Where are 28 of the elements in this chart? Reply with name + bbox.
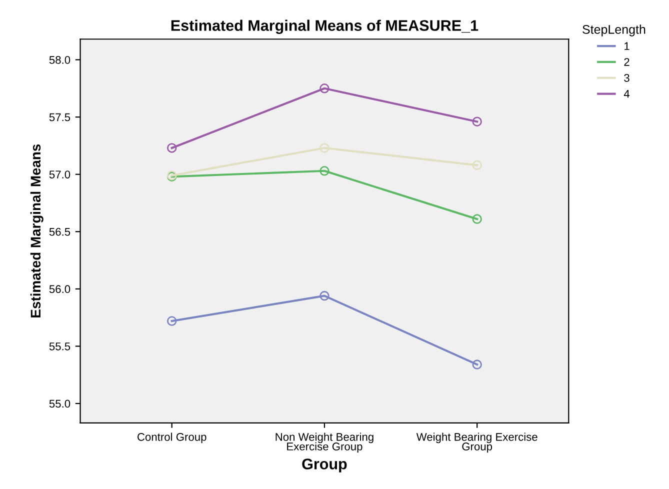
legend-title: StepLength xyxy=(582,24,646,36)
x-tick-label: Control Group xyxy=(138,432,206,444)
legend-label: 3 xyxy=(624,74,630,82)
chart-title: Estimated Marginal Means of MEASURE_1 xyxy=(171,20,478,34)
y-tick-label: 56.5 xyxy=(49,228,70,236)
x-tick-label: Non Weight Bearing Exercise Group xyxy=(276,432,374,453)
point xyxy=(320,166,330,176)
legend-label: 4 xyxy=(624,90,630,98)
y-tick-label: 57.0 xyxy=(49,170,70,178)
point xyxy=(166,143,177,153)
y-axis-title: Estimated Marginal Means xyxy=(30,144,44,318)
point xyxy=(472,214,482,224)
y-tick-label: 57.5 xyxy=(49,113,70,122)
y-tick-label: 58.0 xyxy=(49,56,70,64)
x-axis-title: Group xyxy=(302,458,347,472)
point xyxy=(166,316,177,326)
legend-label: 1 xyxy=(624,42,630,50)
point xyxy=(320,84,330,94)
y-tick-label: 55.0 xyxy=(49,400,70,408)
y-tick-label: 55.5 xyxy=(49,342,70,350)
point xyxy=(320,290,330,301)
point xyxy=(320,143,330,153)
point xyxy=(472,116,482,126)
point xyxy=(472,360,482,370)
point xyxy=(472,160,482,170)
x-tick-label: Weight Bearing Exercise Group xyxy=(416,432,538,453)
y-tick-label: 56.0 xyxy=(49,285,70,294)
legend-label: 2 xyxy=(624,58,630,66)
